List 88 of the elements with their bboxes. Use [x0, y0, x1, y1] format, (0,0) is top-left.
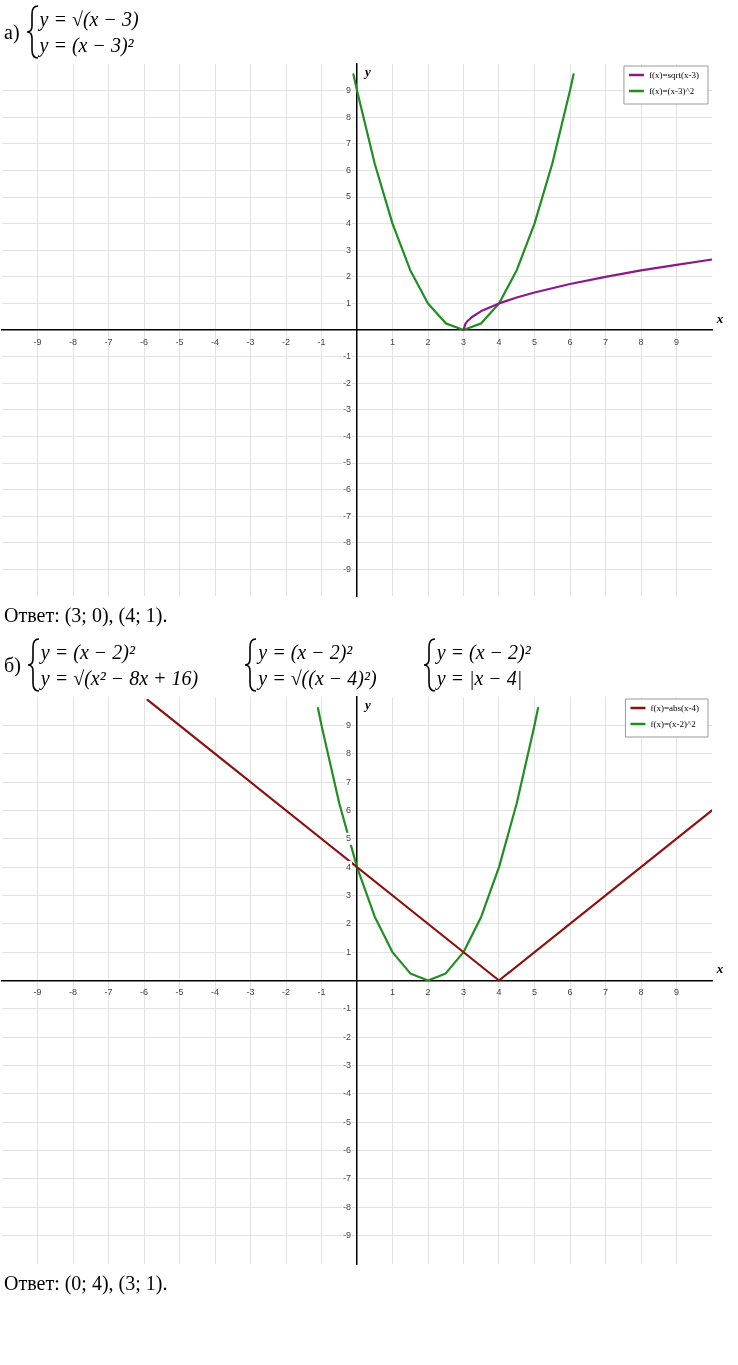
y-tick-label: -5	[342, 1116, 351, 1127]
text: y = (x − 2)² y = √((x − 4)²)	[258, 641, 377, 689]
x-tick-label: -1	[317, 336, 326, 347]
legend-label: f(x)=(x-3)^2	[648, 85, 695, 96]
text: y = (x − 2)² y = √(x² − 8x + 16)	[40, 641, 199, 689]
x-tick-label: 9	[673, 336, 680, 347]
y-tick-label: -8	[342, 537, 351, 548]
x-tick-label: -8	[68, 987, 78, 998]
y-tick-label: -1	[342, 351, 351, 362]
x-axis-title: x	[715, 310, 724, 326]
x-tick-label: 5	[531, 987, 538, 998]
y-tick-label: -8	[342, 1201, 351, 1212]
y-tick-label: 5	[345, 833, 351, 844]
y-tick-label: -6	[342, 1145, 351, 1156]
y-tick-label: 2	[345, 271, 351, 282]
y-tick-label: -5	[342, 457, 351, 468]
x-tick-label: 4	[496, 987, 502, 998]
y-tick-label: -1	[342, 1003, 351, 1014]
y-axis-title: y	[363, 696, 371, 712]
x-tick-label: -3	[246, 987, 255, 998]
text: Ответ: (0; 4), (3; 1).	[3, 1271, 169, 1297]
x-tick-label: -3	[246, 336, 255, 347]
text: y = (x − 2)² y = |x − 4|	[436, 641, 531, 689]
chart-title: б)	[4, 653, 21, 677]
y-tick-label: 7	[345, 776, 351, 787]
x-tick-label: -5	[175, 336, 184, 347]
y-tick-label: -4	[342, 1088, 351, 1099]
y-tick-label: 6	[345, 164, 351, 175]
legend-label: f(x)=sqrt(x-3)	[648, 69, 699, 80]
y-tick-label: 2	[345, 918, 351, 929]
x-tick-label: -9	[33, 336, 42, 347]
y-tick-label: 1	[345, 297, 351, 308]
x-tick-label: 3	[460, 336, 467, 347]
y-tick-label: -2	[342, 1031, 351, 1042]
x-tick-label: 1	[389, 336, 396, 347]
x-tick-label: -2	[281, 336, 291, 347]
y-tick-label: 8	[345, 748, 351, 759]
x-tick-label: 3	[460, 987, 467, 998]
x-tick-label: 9	[673, 987, 680, 998]
y-tick-label: 9	[345, 85, 351, 96]
y-tick-label: 4	[345, 861, 351, 872]
y-tick-label: 5	[345, 191, 351, 202]
y-tick-label: -6	[342, 484, 351, 495]
y-tick-label: -7	[342, 510, 351, 521]
x-tick-label: -2	[281, 987, 291, 998]
x-tick-label: -7	[104, 336, 113, 347]
x-tick-label: 7	[602, 987, 609, 998]
x-axis-title: x	[715, 961, 724, 977]
y-tick-label: 6	[345, 804, 351, 815]
x-tick-label: -6	[139, 987, 149, 998]
y-tick-label: -9	[342, 1230, 351, 1241]
x-tick-label: 6	[567, 987, 573, 998]
x-tick-label: 2	[425, 336, 431, 347]
x-tick-label: 5	[531, 336, 538, 347]
y-tick-label: 4	[345, 218, 351, 229]
y-tick-label: 8	[345, 111, 351, 122]
chart-title: а)	[4, 20, 20, 44]
x-tick-label: 6	[567, 336, 573, 347]
y-tick-label: -9	[342, 563, 351, 574]
x-tick-label: 4	[496, 336, 502, 347]
y-tick-label: 1	[345, 946, 351, 957]
x-tick-label: -5	[175, 987, 184, 998]
x-tick-label: 1	[389, 987, 396, 998]
x-tick-label: -7	[104, 987, 113, 998]
x-tick-label: -4	[210, 987, 220, 998]
x-tick-label: 8	[638, 336, 644, 347]
y-tick-label: 3	[345, 244, 351, 255]
y-tick-label: 9	[345, 719, 351, 730]
x-tick-label: -9	[33, 987, 42, 998]
y-axis-title: y	[363, 63, 371, 79]
legend-label: f(x)=(x-2)^2	[650, 718, 696, 729]
text: y = √(x − 3) y = (x − 3)²	[39, 8, 139, 56]
legend-label: f(x)=abs(x-4)	[650, 702, 700, 713]
y-tick-label: -2	[342, 377, 351, 388]
x-tick-label: 7	[602, 336, 609, 347]
x-tick-label: 2	[425, 987, 431, 998]
x-tick-label: -6	[139, 336, 149, 347]
x-tick-label: -1	[317, 987, 326, 998]
x-tick-label: -8	[68, 336, 78, 347]
x-tick-label: 8	[638, 987, 644, 998]
y-tick-label: -4	[342, 430, 351, 441]
y-tick-label: -7	[342, 1173, 351, 1184]
text: Ответ: (3; 0), (4; 1).	[3, 603, 169, 629]
y-tick-label: 3	[345, 889, 351, 900]
y-tick-label: -3	[342, 404, 351, 415]
x-tick-label: -4	[210, 336, 220, 347]
y-tick-label: -3	[342, 1060, 351, 1071]
y-tick-label: 7	[345, 138, 351, 149]
